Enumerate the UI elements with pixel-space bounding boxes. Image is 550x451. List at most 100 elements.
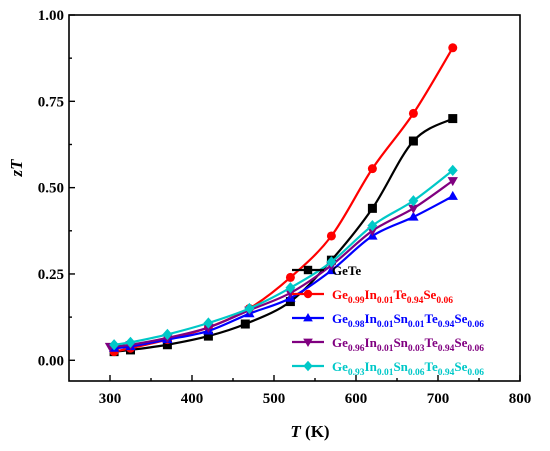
plot-frame: [68, 14, 521, 382]
data-point: [408, 204, 419, 214]
legend-text-part: GeTe: [332, 263, 361, 278]
data-point: [448, 114, 458, 124]
legend-subscript: 0.94: [438, 368, 455, 378]
data-point: [162, 340, 172, 350]
data-point: [125, 336, 136, 348]
data-point: [367, 227, 378, 237]
legend-subscript: 0.06: [408, 368, 425, 378]
x-axis-title: T (K): [290, 422, 329, 441]
x-axis-variable: T: [290, 422, 301, 441]
y-tick-label: 0.00: [38, 353, 64, 369]
legend-subscript: 0.06: [467, 320, 484, 330]
y-tick-label: 1.00: [38, 8, 64, 24]
legend-subscript: 0.01: [377, 368, 394, 378]
legend-item: Ge0.98In0.01Sn0.01Te0.94Se0.06: [292, 311, 484, 330]
series-layer: [104, 43, 458, 357]
series-line: [113, 195, 454, 350]
data-point: [326, 231, 336, 241]
legend-subscript: 0.01: [408, 320, 425, 330]
y-tick-label: 0.75: [38, 94, 64, 110]
x-tick-label: 600: [345, 391, 368, 407]
x-axis-unit: (K): [301, 422, 330, 441]
axis-ticks: 300 400 500 600 700 800 0.00 0.25 0.50 0.75 1.00: [38, 8, 532, 407]
legend-text-part: Te: [393, 287, 406, 302]
legend-item: GeTe: [292, 263, 361, 278]
legend-subscript: 0.94: [438, 344, 455, 354]
legend-item: Ge0.99In0.01Te0.94Se0.06: [292, 287, 453, 306]
series-line: [109, 179, 454, 348]
data-point: [408, 136, 418, 146]
legend-subscript: 0.06: [467, 368, 484, 378]
legend-text-part: In: [365, 335, 378, 350]
data-point: [203, 317, 214, 329]
data-point: [303, 265, 313, 275]
legend-label: GeTe: [332, 263, 361, 278]
data-point: [367, 203, 377, 213]
data-point: [303, 312, 313, 322]
x-tick-label: 700: [427, 391, 450, 407]
data-point: [367, 164, 377, 174]
x-tick-label: 500: [263, 391, 286, 407]
data-point: [285, 289, 296, 299]
legend-subscript: 0.06: [467, 344, 484, 354]
legend-text-part: Te: [425, 359, 438, 374]
legend-subscript: 0.98: [348, 320, 365, 330]
legend-text-part: Ge: [332, 335, 348, 350]
legend-text-part: Sn: [393, 335, 408, 350]
legend-subscript: 0.94: [438, 320, 455, 330]
legend-item: Ge0.93In0.01Sn0.06Te0.94Se0.06: [292, 359, 484, 378]
y-axis-title: zT: [7, 159, 26, 178]
data-point: [408, 195, 419, 207]
y-tick-label: 0.25: [38, 267, 64, 283]
series-2: [108, 190, 458, 352]
legend-text-part: Ge: [332, 311, 348, 326]
legend-text-part: Sn: [393, 311, 408, 326]
data-point: [303, 338, 313, 348]
legend-text-part: Ge: [332, 359, 348, 374]
legend-label: Ge0.98In0.01Sn0.01Te0.94Se0.06: [332, 311, 484, 330]
legend-subscript: 0.01: [377, 344, 394, 354]
data-point: [162, 328, 173, 341]
data-point: [303, 360, 313, 372]
legend-text-part: Se: [423, 287, 436, 302]
legend-subscript: 0.94: [407, 296, 424, 306]
legend-text-part: Sn: [393, 359, 408, 374]
legend-text-part: Se: [454, 335, 467, 350]
series-line: [113, 117, 454, 353]
legend-subscript: 0.96: [348, 344, 365, 354]
legend-text-part: Ge: [332, 287, 348, 302]
data-point: [408, 108, 418, 118]
legend-text-part: Te: [425, 311, 438, 326]
data-point: [240, 319, 250, 329]
x-tick-label: 400: [181, 391, 204, 407]
legend-text-part: In: [365, 287, 378, 302]
series-line: [113, 169, 454, 346]
legend-label: Ge0.96In0.01Sn0.03Te0.94Se0.06: [332, 335, 484, 354]
series-1: [109, 43, 458, 357]
data-point: [326, 256, 337, 268]
data-point: [447, 190, 458, 200]
legend-text-part: In: [365, 359, 378, 374]
legend-text-part: In: [365, 311, 378, 326]
series-4: [109, 164, 458, 351]
data-point: [109, 339, 120, 351]
data-point: [447, 177, 458, 187]
data-point: [367, 219, 378, 232]
y-tick-label: 0.50: [38, 181, 64, 197]
legend-subscript: 0.06: [436, 296, 453, 306]
x-tick-label: 800: [509, 391, 532, 407]
data-point: [447, 164, 458, 177]
legend: GeTeGe0.99In0.01Te0.94Se0.06Ge0.98In0.01…: [292, 263, 484, 378]
legend-subscript: 0.01: [377, 296, 394, 306]
legend-text-part: Se: [454, 311, 467, 326]
data-point: [285, 272, 295, 282]
legend-subscript: 0.93: [348, 368, 365, 378]
legend-label: Ge0.99In0.01Te0.94Se0.06: [332, 287, 453, 306]
x-tick-label: 300: [99, 391, 122, 407]
legend-subscript: 0.01: [377, 320, 394, 330]
data-point: [203, 331, 213, 341]
legend-label: Ge0.93In0.01Sn0.06Te0.94Se0.06: [332, 359, 484, 378]
legend-subscript: 0.03: [408, 344, 425, 354]
data-point: [303, 289, 313, 299]
